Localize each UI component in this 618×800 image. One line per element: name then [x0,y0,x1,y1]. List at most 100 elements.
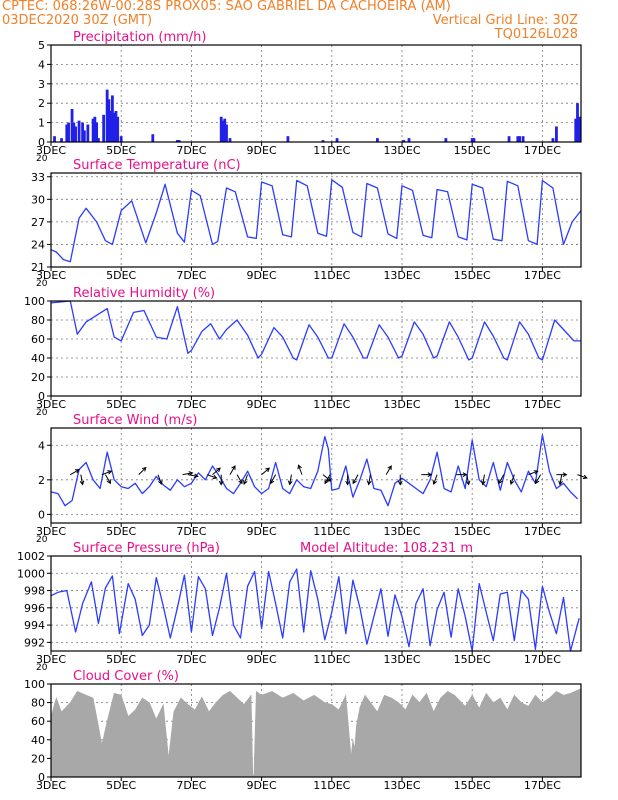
y-tick-label: 0 [38,136,45,149]
precip-bar [81,122,84,142]
header-model-id: TQ0126L028 [494,27,578,42]
precip-bar [516,136,520,142]
wind-arrow-shaft [352,474,359,484]
x-tick-label: 11DEC [313,653,350,666]
wind-arrow-head [465,480,471,486]
wind-arrow-shaft [482,474,485,485]
x-tick-label: 11DEC [313,144,350,157]
wind-arrow-head [158,480,163,486]
wind-arrow-head [216,467,221,473]
precip-bar [376,138,379,142]
x-tick-label: 5DEC [106,269,136,282]
precip-bar [551,138,555,142]
panel-title: Precipitation (mm/h) [73,30,206,45]
x-tick-label: 9DEC [247,653,277,666]
wind-arrow-head [297,464,302,470]
x-axis-year-label: 20 [36,663,48,673]
precip-bar [107,99,111,142]
x-tick-label: 3DEC [36,779,66,792]
wind-arrow-shaft [104,474,111,484]
y-tick-label: 100 [24,678,45,691]
y-tick-label: 1 [38,117,45,130]
wind-arrow-shaft [138,467,147,475]
precip-bar [472,138,476,142]
precip-bar [286,136,290,142]
y-tick-label: 20 [31,371,45,384]
wind-arrow-head [193,473,199,479]
precip-bar [111,95,114,142]
y-tick-label: 20 [31,752,45,765]
precip-bar [555,126,558,142]
x-tick-label: 5DEC [106,398,136,411]
precip-bar [114,110,118,142]
wind-arrow-head [535,479,540,485]
cloud-cover-area [50,688,582,778]
wind-arrow-shaft [498,474,505,484]
wind-arrow-head [238,479,243,485]
wind-arrow-head [480,480,486,486]
wind-arrow-shaft [559,474,563,485]
precip-bar [82,130,86,142]
x-tick-label: 15DEC [454,525,491,538]
precip-bar [86,124,90,142]
wind-arrow-shaft [270,474,277,484]
wind-arrow-head [270,479,275,485]
precip-bar [444,138,448,142]
panel-title: Surface Pressure (hPa) [73,541,220,556]
wind-arrow-head [533,470,539,475]
wind-arrow-shaft [229,465,236,475]
y-tick-label: 100 [24,295,45,308]
panel-frame [50,44,582,143]
wind-arrow-head [387,465,392,470]
y-tick-label: 2 [38,97,45,110]
panel-title: Relative Humidity (%) [73,286,215,301]
precip-bar [177,140,181,142]
precip-bar [470,138,474,142]
wind-arrow-head [462,472,468,477]
precip-bar [116,116,120,142]
x-tick-label: 15DEC [454,269,491,282]
wind-arrow-shaft [80,474,84,485]
wind-arrow-head [74,469,80,474]
y-tick-label: 1000 [17,567,45,580]
precip-bar [70,109,74,142]
precip-bar [93,116,97,142]
y-tick-label: 1002 [17,550,45,563]
x-tick-label: 13DEC [383,653,420,666]
precip-bar [65,124,69,142]
y-tick-label: 30 [31,193,45,206]
x-tick-label: 7DEC [176,525,206,538]
wind-arrow-head [366,480,372,486]
x-tick-label: 17DEC [524,653,561,666]
y-tick-label: 60 [31,333,45,346]
wind-arrow-head [498,479,503,485]
x-tick-label: 15DEC [454,779,491,792]
x-tick-label: 9DEC [247,525,277,538]
x-tick-label: 11DEC [313,525,350,538]
precip-bar [96,138,100,142]
x-tick-label: 11DEC [313,779,350,792]
wind-arrow-shaft [236,474,243,484]
precip-bar [109,110,113,142]
x-tick-label: 17DEC [524,779,561,792]
y-tick-label: 40 [31,734,45,747]
wind-arrow-shaft [324,474,331,484]
wind-arrow-shaft [207,474,217,479]
x-tick-label: 17DEC [524,269,561,282]
precip-bar [335,138,339,142]
precip-bar [53,136,56,142]
precip-bar [228,138,232,142]
x-tick-label: 9DEC [247,269,277,282]
y-tick-label: 994 [24,619,45,632]
y-tick-label: 2 [38,474,45,487]
wind-arrow-head [326,477,332,482]
wind-series-line [50,434,578,507]
wind-arrow-head [432,480,438,486]
x-tick-label: 15DEC [454,653,491,666]
precip-bar [521,136,525,142]
y-tick-label: 0 [38,508,45,521]
precip-bar [119,136,123,142]
wind-arrow-head [212,474,218,480]
wind-arrow-head [79,480,85,486]
